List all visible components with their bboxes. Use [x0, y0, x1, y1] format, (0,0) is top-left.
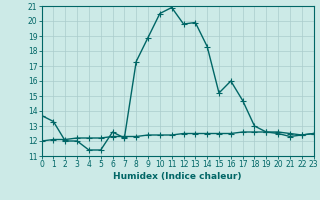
X-axis label: Humidex (Indice chaleur): Humidex (Indice chaleur) — [113, 172, 242, 181]
